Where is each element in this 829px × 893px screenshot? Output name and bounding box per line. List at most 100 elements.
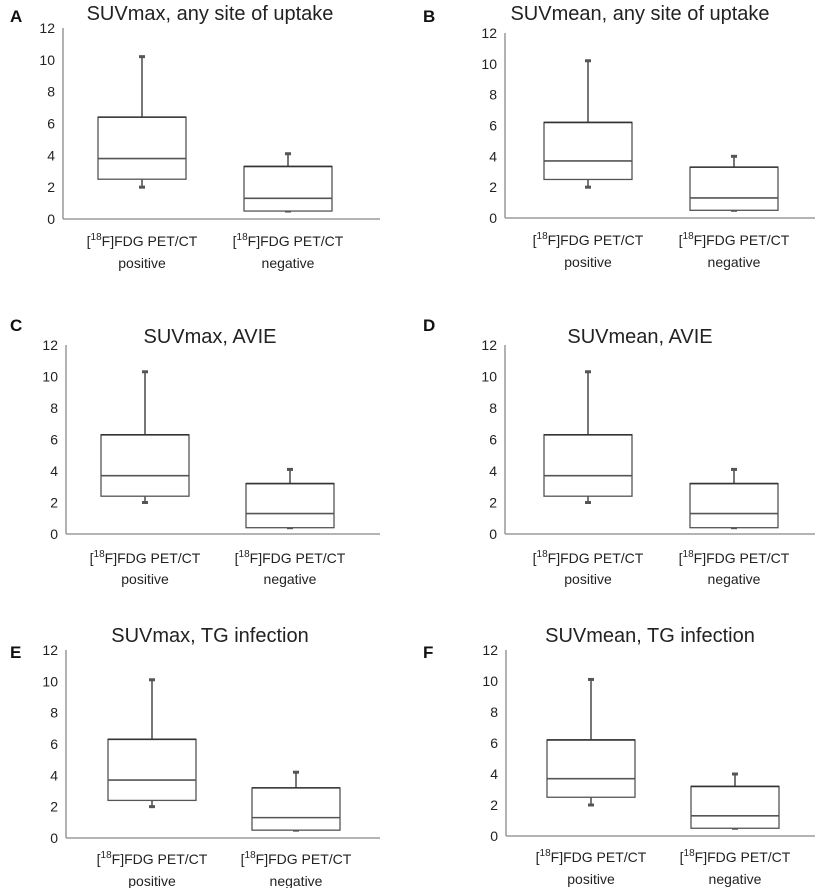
- y-tick-label: 6: [50, 736, 58, 752]
- panel-d: D SUVmean, AVIE 0 2 4 6 8 10 12 [18F]FDG PET/CT po…: [423, 316, 815, 587]
- iqr-box: [546, 739, 636, 798]
- box-negative: [245, 467, 335, 530]
- y-tick-label: 8: [490, 704, 498, 720]
- y-tick-label: 4: [47, 147, 55, 163]
- category-sublabel: negative: [709, 871, 762, 887]
- y-tick-label: 10: [482, 673, 498, 689]
- box-positive: [100, 370, 190, 504]
- y-tick-label: 8: [50, 705, 58, 721]
- y-tick-label: 0: [50, 830, 58, 846]
- category-label: [18F]FDG PET/CT: [241, 850, 352, 867]
- box-negative: [689, 467, 779, 530]
- iqr-box: [100, 434, 190, 497]
- chart-title: SUVmax, TG infection: [111, 625, 308, 647]
- chart-title: SUVmean, AVIE: [567, 326, 712, 348]
- y-tick-label: 12: [42, 642, 58, 658]
- box-negative: [689, 154, 779, 212]
- y-tick-label: 10: [42, 673, 58, 689]
- y-tick-label: 6: [490, 735, 498, 751]
- panel-letter: E: [10, 643, 21, 662]
- category-label: [18F]FDG PET/CT: [87, 232, 198, 249]
- y-tick-label: 0: [489, 526, 497, 542]
- y-tick-label: 8: [47, 84, 55, 100]
- y-tick-label: 6: [489, 118, 497, 134]
- category-sublabel: negative: [264, 571, 317, 587]
- box-negative: [690, 772, 780, 830]
- iqr-box: [543, 434, 633, 497]
- category-sublabel: positive: [564, 571, 612, 587]
- y-tick-label: 10: [481, 369, 497, 385]
- box-positive: [107, 678, 197, 809]
- box-positive: [546, 677, 636, 807]
- iqr-box: [689, 482, 779, 529]
- category-sublabel: negative: [708, 254, 761, 270]
- y-tick-label: 4: [489, 463, 497, 479]
- y-tick-label: 10: [39, 52, 55, 68]
- y-tick-label: 2: [489, 495, 497, 511]
- box-positive: [543, 59, 633, 189]
- y-tick-label: 4: [50, 767, 58, 783]
- box-positive: [97, 55, 187, 189]
- chart-title: SUVmax, any site of uptake: [87, 3, 334, 25]
- panel-letter: A: [10, 7, 22, 26]
- category-label: [18F]FDG PET/CT: [233, 232, 344, 249]
- y-tick-label: 2: [50, 495, 58, 511]
- y-tick-label: 12: [42, 337, 58, 353]
- y-tick-label: 4: [50, 463, 58, 479]
- chart-title: SUVmax, AVIE: [143, 326, 276, 348]
- category-sublabel: positive: [121, 571, 169, 587]
- category-sublabel: negative: [262, 255, 315, 271]
- iqr-box: [689, 166, 779, 211]
- panel-letter: B: [423, 7, 435, 26]
- category-sublabel: positive: [128, 873, 176, 888]
- box-negative: [243, 152, 333, 213]
- y-tick-label: 12: [482, 642, 498, 658]
- y-tick-label: 2: [489, 179, 497, 195]
- category-label: [18F]FDG PET/CT: [90, 549, 201, 566]
- panel-c: C SUVmax, AVIE 0 2 4 6 8 10 12 [18F]FDG PET/CT pos…: [10, 316, 380, 587]
- iqr-box: [107, 738, 197, 802]
- panel-f: F SUVmean, TG infection 0 2 4 6 8 10 12 [18F]FDG …: [423, 625, 815, 887]
- category-label: [18F]FDG PET/CT: [533, 231, 644, 248]
- y-tick-label: 8: [50, 400, 58, 416]
- iqr-box: [251, 787, 341, 831]
- panel-e: E SUVmax, TG infection 0 2 4 6 8 10 12 [18F]FDG P…: [10, 625, 380, 889]
- category-sublabel: positive: [567, 871, 615, 887]
- y-tick-label: 0: [489, 210, 497, 226]
- category-label: [18F]FDG PET/CT: [679, 549, 790, 566]
- y-tick-label: 8: [489, 87, 497, 103]
- y-tick-label: 0: [47, 211, 55, 227]
- panel-letter: F: [423, 643, 433, 662]
- category-label: [18F]FDG PET/CT: [680, 848, 791, 865]
- panel-letter: D: [423, 316, 435, 335]
- category-sublabel: positive: [564, 254, 612, 270]
- y-tick-label: 8: [489, 400, 497, 416]
- category-sublabel: negative: [270, 873, 323, 888]
- y-tick-label: 6: [47, 116, 55, 132]
- category-label: [18F]FDG PET/CT: [536, 848, 647, 865]
- chart-title: SUVmean, any site of uptake: [510, 3, 769, 25]
- iqr-box: [243, 165, 333, 212]
- y-tick-label: 4: [490, 766, 498, 782]
- y-tick-label: 10: [42, 369, 58, 385]
- panel-letter: C: [10, 316, 22, 335]
- category-sublabel: negative: [708, 571, 761, 587]
- y-tick-label: 0: [490, 828, 498, 844]
- iqr-box: [690, 785, 780, 829]
- category-sublabel: positive: [118, 255, 166, 271]
- y-tick-label: 2: [47, 179, 55, 195]
- y-tick-label: 6: [50, 432, 58, 448]
- y-tick-label: 6: [489, 432, 497, 448]
- panel-a: A SUVmax, any site of uptake 0 2 4 6 8 10 12 [18F…: [10, 3, 380, 271]
- y-tick-label: 10: [481, 56, 497, 72]
- y-tick-label: 12: [481, 25, 497, 41]
- category-label: [18F]FDG PET/CT: [533, 549, 644, 566]
- category-label: [18F]FDG PET/CT: [679, 231, 790, 248]
- iqr-box: [543, 121, 633, 181]
- category-label: [18F]FDG PET/CT: [97, 850, 208, 867]
- y-tick-label: 12: [39, 20, 55, 36]
- panel-b: B SUVmean, any site of uptake 0 2 4 6 8 10 12 [18…: [423, 3, 815, 270]
- box-negative: [251, 770, 341, 832]
- box-positive: [543, 370, 633, 504]
- chart-title: SUVmean, TG infection: [545, 625, 755, 647]
